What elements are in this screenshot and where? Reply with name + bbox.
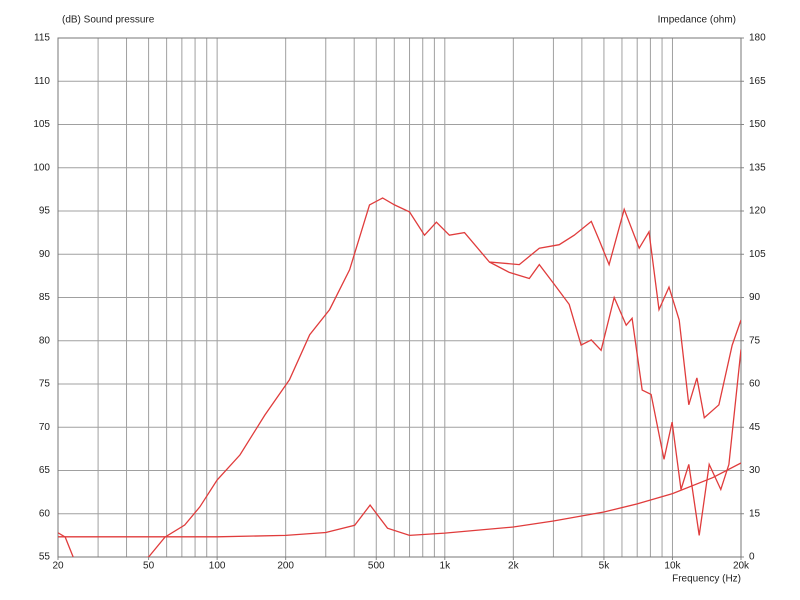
x-tick-label: 20: [52, 561, 64, 572]
y2-tick-label: 180: [749, 33, 766, 44]
y2-tick-label: 45: [749, 422, 761, 433]
x-tick-label: 100: [209, 561, 226, 572]
series-line: [58, 197, 741, 557]
y-tick-label: 70: [39, 422, 51, 433]
x-tick-label: 200: [277, 561, 294, 572]
y-tick-label: 85: [39, 292, 51, 303]
y-tick-label: 60: [39, 508, 51, 519]
y-axis-label: (dB) Sound pressure: [62, 15, 155, 26]
y-tick-label: 75: [39, 379, 51, 390]
y2-tick-label: 15: [749, 508, 761, 519]
y2-tick-label: 0: [749, 552, 755, 563]
x-tick-label: 500: [368, 561, 385, 572]
y-tick-label: 95: [39, 206, 51, 217]
y2-tick-label: 150: [749, 119, 766, 130]
y2-tick-label: 135: [749, 162, 766, 173]
y2-tick-label: 90: [749, 292, 761, 303]
y-tick-label: 100: [33, 162, 50, 173]
x-tick-label: 10k: [664, 561, 681, 572]
x-tick-label: 20k: [733, 561, 750, 572]
y2-tick-label: 105: [749, 249, 766, 260]
y2-tick-label: 60: [749, 379, 761, 390]
x-axis-label: Frequency (Hz): [672, 574, 741, 585]
x-tick-label: 50: [143, 561, 155, 572]
x-tick-label: 5k: [599, 561, 611, 572]
series-line: [489, 261, 741, 536]
x-tick-label: 2k: [508, 561, 520, 572]
y-tick-label: 55: [39, 552, 51, 563]
y-tick-label: 110: [34, 76, 50, 87]
y-tick-label: 90: [39, 249, 51, 260]
y2-tick-label: 165: [749, 76, 766, 87]
y-tick-label: 80: [39, 335, 51, 346]
y2-tick-label: 120: [749, 206, 766, 217]
y2-axis-label: Impedance (ohm): [658, 15, 736, 26]
y2-tick-label: 30: [749, 465, 761, 476]
series-line: [58, 462, 741, 538]
y2-tick-label: 75: [749, 335, 761, 346]
y-tick-label: 115: [34, 33, 50, 44]
y-tick-label: 105: [33, 119, 50, 130]
y-tick-label: 65: [39, 465, 51, 476]
x-tick-label: 1k: [440, 561, 452, 572]
plot-frame: [57, 37, 742, 558]
